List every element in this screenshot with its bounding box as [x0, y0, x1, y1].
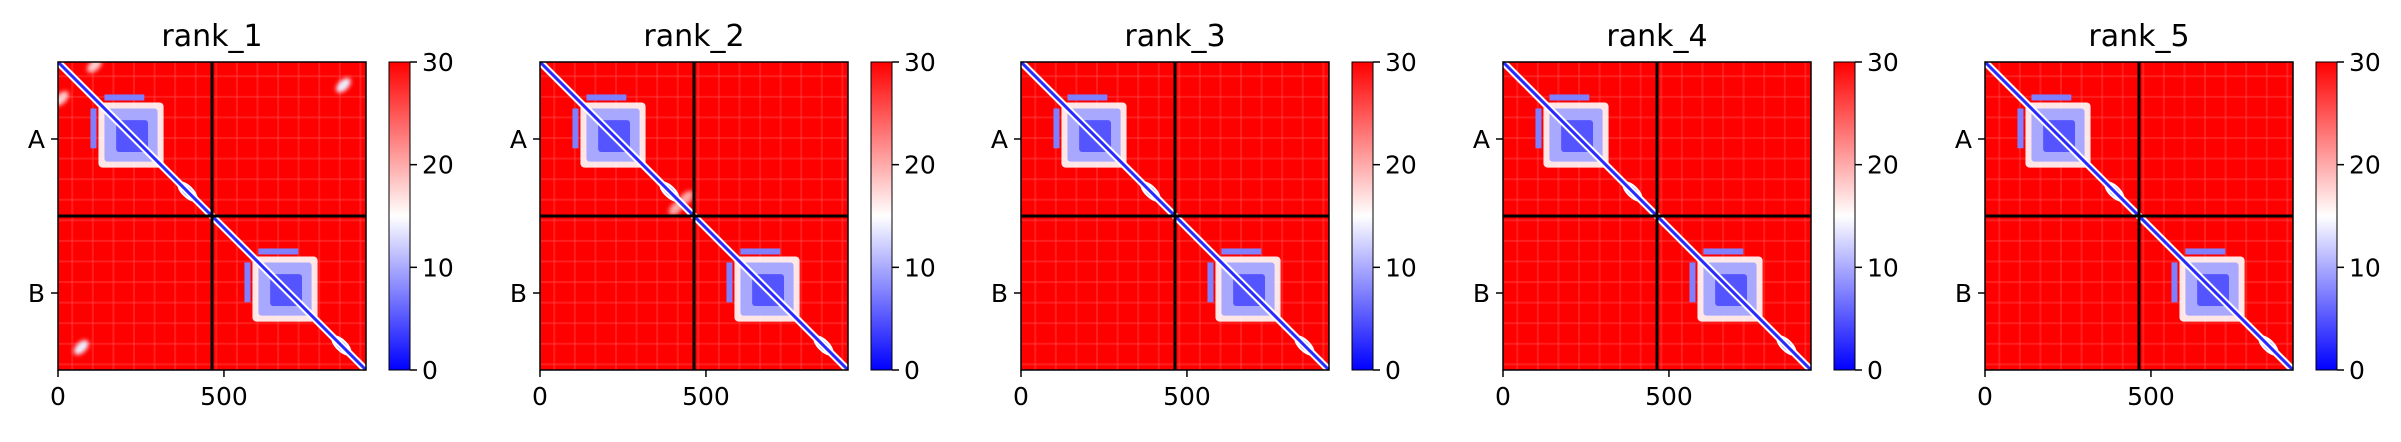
panel-title: rank_5 [2088, 19, 2189, 54]
domain-block-band [1703, 248, 1744, 255]
x-tick-label: 0 [1495, 382, 1511, 411]
colorbar-tick-label: 30 [2349, 48, 2381, 77]
heatmap-panel: rank_5 A B 0 500 0 10 20 30 [1955, 19, 2381, 411]
domain-block-band [1053, 108, 1060, 149]
x-tick-label: 0 [1977, 382, 1993, 411]
domain-block-band [104, 94, 145, 101]
off-diagonal-blob [73, 340, 89, 355]
off-diagonal-blob [336, 77, 351, 93]
domain-block-band [572, 108, 579, 149]
colorbar [871, 62, 892, 370]
panel-title: rank_1 [161, 19, 262, 54]
y-tick-label: A [510, 125, 527, 154]
colorbar [389, 62, 410, 370]
y-tick-label: B [1473, 279, 1490, 308]
x-tick-label: 500 [200, 382, 248, 411]
colorbar-tick-label: 0 [2349, 356, 2365, 385]
colorbar-tick-label: 20 [2349, 151, 2381, 180]
domain-block-band [1221, 248, 1262, 255]
x-tick-label: 500 [2127, 382, 2175, 411]
x-tick-label: 0 [532, 382, 548, 411]
domain-block-band [1067, 94, 1108, 101]
y-tick-label: B [28, 279, 45, 308]
colorbar-tick-label: 20 [904, 151, 936, 180]
heatmap-panel: rank_2 A B 0 500 0 10 20 30 [510, 19, 936, 411]
colorbar [2316, 62, 2337, 370]
heatmap-panel: rank_3 A B 0 500 0 10 20 30 [991, 19, 1417, 411]
domain-block-band [2031, 94, 2072, 101]
colorbar-frame [870, 61, 893, 371]
colorbar [1834, 62, 1855, 370]
colorbar-tick-label: 20 [422, 151, 454, 180]
colorbar-tick-label: 10 [422, 253, 454, 282]
panel-title: rank_3 [1124, 19, 1225, 54]
colorbar-frame [388, 61, 411, 371]
colorbar-frame [2315, 61, 2338, 371]
x-tick-label: 500 [1645, 382, 1693, 411]
y-tick-label: B [991, 279, 1008, 308]
domain-block-band [1207, 262, 1214, 303]
x-tick-label: 0 [1013, 382, 1029, 411]
panel-frame [57, 61, 367, 371]
panel-title: rank_4 [1606, 19, 1707, 54]
colorbar-tick-label: 20 [1385, 151, 1417, 180]
y-tick-label: A [991, 125, 1008, 154]
colorbar-tick-label: 30 [422, 48, 454, 77]
domain-block-band [1535, 108, 1542, 149]
colorbar-tick-label: 0 [1385, 356, 1401, 385]
panel-frame [539, 61, 849, 371]
colorbar [1352, 62, 1373, 370]
y-tick-label: A [28, 125, 45, 154]
colorbar-tick-label: 30 [1385, 48, 1417, 77]
colorbar-tick-label: 20 [1867, 151, 1899, 180]
off-diagonal-blob [87, 62, 102, 73]
colorbar-tick-label: 10 [1385, 253, 1417, 282]
colorbar-tick-label: 0 [1867, 356, 1883, 385]
colorbar-tick-label: 0 [904, 356, 920, 385]
colorbar-frame [1351, 61, 1374, 371]
domain-block-band [90, 108, 97, 149]
heatmap-panel: rank_1 A B 0 500 0 10 20 30 [28, 19, 454, 411]
domain-block-band [2185, 248, 2226, 255]
y-tick-label: A [1955, 125, 1972, 154]
y-tick-label: B [1955, 279, 1972, 308]
domain-block-band [1549, 94, 1590, 101]
y-tick-label: B [510, 279, 527, 308]
colorbar-tick-label: 30 [1867, 48, 1899, 77]
domain-block-band [2017, 108, 2024, 149]
panel-frame [1984, 61, 2294, 371]
domain-block-band [2171, 262, 2178, 303]
panel-frame [1020, 61, 1330, 371]
domain-block-band [258, 248, 299, 255]
off-diagonal-blob [58, 91, 69, 106]
colorbar-tick-label: 10 [904, 253, 936, 282]
colorbar-tick-label: 10 [2349, 253, 2381, 282]
domain-block-band [244, 262, 251, 303]
colorbar-tick-label: 10 [1867, 253, 1899, 282]
x-tick-label: 500 [1163, 382, 1211, 411]
colorbar-tick-label: 0 [422, 356, 438, 385]
domain-block-band [740, 248, 781, 255]
heatmap-panel: rank_4 A B 0 500 0 10 20 30 [1473, 19, 1899, 411]
panel-title: rank_2 [643, 19, 744, 54]
colorbar-frame [1833, 61, 1856, 371]
y-tick-label: A [1473, 125, 1490, 154]
domain-block-band [726, 262, 733, 303]
colorbar-tick-label: 30 [904, 48, 936, 77]
panel-frame [1502, 61, 1812, 371]
domain-block-band [586, 94, 627, 101]
x-tick-label: 0 [50, 382, 66, 411]
x-tick-label: 500 [682, 382, 730, 411]
domain-block-band [1689, 262, 1696, 303]
